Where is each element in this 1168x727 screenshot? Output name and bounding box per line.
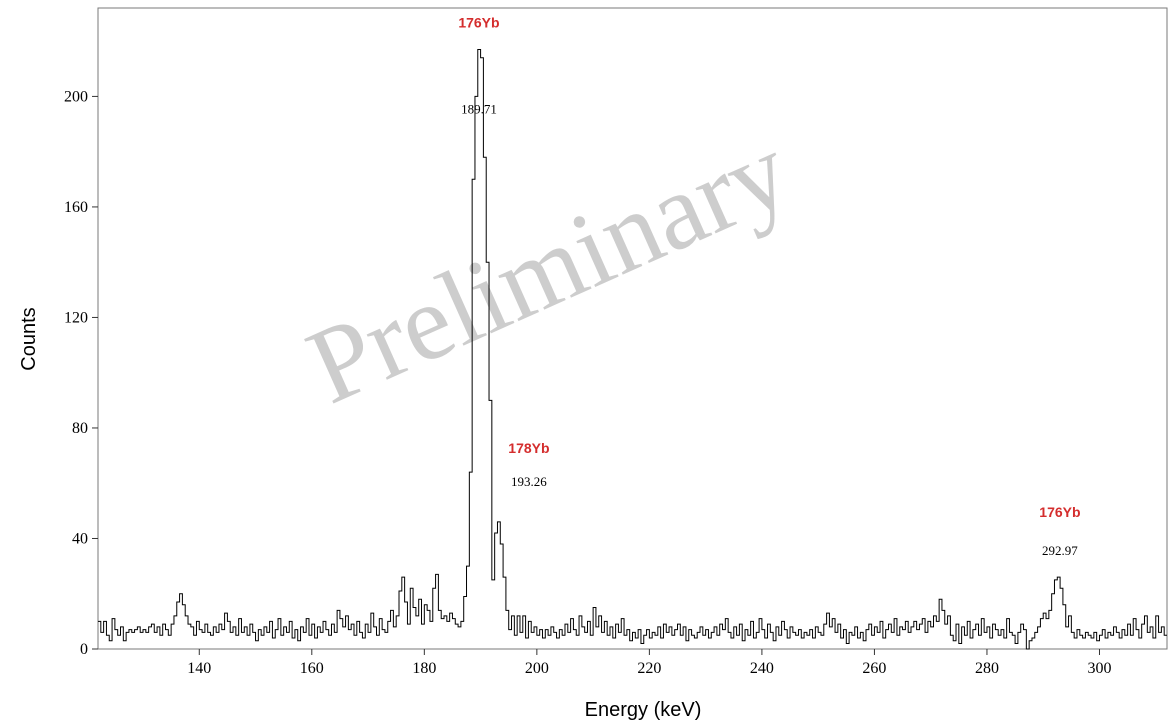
x-tick-label: 220 [637,660,661,677]
x-tick-label: 300 [1087,660,1111,677]
x-tick-label: 180 [412,660,436,677]
y-tick-label: 160 [64,199,88,216]
watermark-preliminary: Preliminary [291,111,805,427]
axis-ticks: 140 160 180 200 220 240 260 280 300 0 40 80 120 160 20… [64,88,1111,677]
peak-annotations: 176Yb 189.71 178Yb 193.26 176Yb 292.97 [458,14,1080,558]
y-tick-label: 80 [72,420,88,437]
x-tick-label: 160 [300,660,324,677]
peak-energy-label: 189.71 [461,101,497,116]
y-tick-label: 40 [72,530,88,547]
spectrum-series-line [98,48,1167,650]
y-tick-label: 120 [64,309,88,326]
y-tick-label: 0 [80,641,88,658]
peak-energy-label: 292.97 [1042,543,1078,558]
x-tick-label: 240 [750,660,774,677]
x-tick-label: 140 [187,660,211,677]
plot-frame [97,7,1168,650]
x-tick-label: 200 [525,660,549,677]
peak-isotope-label: 178Yb [508,440,549,456]
x-tick-label: 280 [975,660,999,677]
y-tick-label: 200 [64,88,88,105]
x-axis-title: Energy (keV) [585,699,702,721]
peak-isotope-label: 176Yb [1039,504,1080,520]
x-tick-label: 260 [862,660,886,677]
peak-energy-label: 193.26 [511,474,547,489]
peak-isotope-label: 176Yb [458,14,499,30]
y-axis-title: Counts [18,307,40,370]
plot-area [97,7,1168,650]
